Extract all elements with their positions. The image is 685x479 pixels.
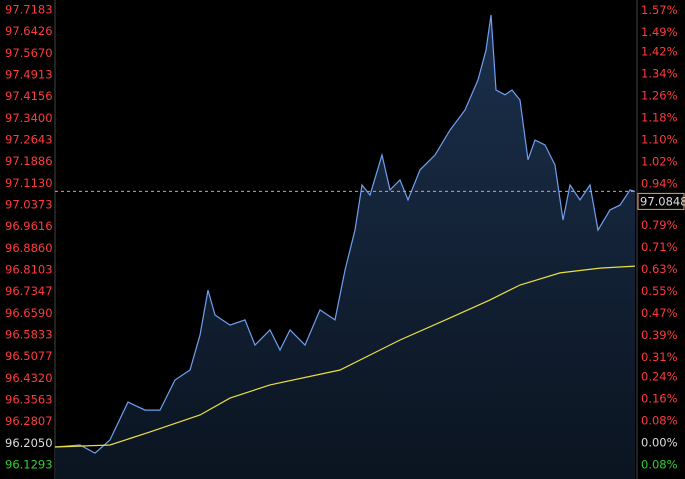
y-tick-label: 96.2807 bbox=[5, 414, 53, 428]
average-line bbox=[54, 265, 636, 448]
y-tick-label: 97.5670 bbox=[5, 46, 53, 60]
y-tick-label: 96.5077 bbox=[5, 349, 53, 363]
y-tick-label: 96.7347 bbox=[5, 284, 53, 298]
last-price-box bbox=[637, 192, 685, 210]
y2-tick-label: 0.94% bbox=[641, 177, 678, 191]
y2-tick-label: 1.26% bbox=[641, 88, 678, 102]
last-price-label: 97.0848 bbox=[640, 194, 685, 208]
y-tick-label: 97.2643 bbox=[5, 132, 53, 146]
y2-tick-label: 0.08% bbox=[641, 414, 678, 428]
y2-tick-label: 1.02% bbox=[641, 155, 678, 169]
y-tick-label: 97.1130 bbox=[5, 176, 53, 190]
y2-tick-label: 1.42% bbox=[641, 44, 678, 58]
y2-tick-label: 0.31% bbox=[641, 350, 678, 364]
y2-tick-label: 0.79% bbox=[641, 218, 678, 232]
y2-tick-label: 0.55% bbox=[641, 284, 678, 298]
y-tick-label: 97.6426 bbox=[5, 24, 53, 38]
y2-tick-label: 0.08% bbox=[641, 458, 678, 472]
y-tick-label: 96.5833 bbox=[5, 327, 53, 341]
y-tick-label: 96.4320 bbox=[5, 371, 53, 385]
y-tick-label: 96.9616 bbox=[5, 219, 53, 233]
price-area bbox=[55, 14, 635, 479]
y2-tick-label: 0.71% bbox=[641, 240, 678, 254]
y-tick-label: 97.0373 bbox=[5, 197, 53, 211]
y2-tick-label: 0.63% bbox=[641, 262, 678, 276]
y-tick-label: 97.7183 bbox=[5, 2, 53, 16]
y2-tick-label: 1.10% bbox=[641, 133, 678, 147]
y2-tick-label: 0.39% bbox=[641, 328, 678, 342]
y-tick-label: 96.1293 bbox=[5, 457, 53, 471]
y2-tick-label: 1.34% bbox=[641, 66, 678, 80]
y2-tick-label: 0.47% bbox=[641, 306, 678, 320]
y-tick-label: 96.3563 bbox=[5, 392, 53, 406]
y-tick-label: 97.4156 bbox=[5, 89, 53, 103]
y2-tick-label: 1.57% bbox=[641, 3, 678, 17]
y2-tick-label: 0.24% bbox=[641, 369, 678, 383]
y-tick-label: 96.2050 bbox=[5, 436, 53, 450]
y2-tick-label: 1.49% bbox=[641, 25, 678, 39]
y-tick-label: 96.6590 bbox=[5, 306, 53, 320]
price-line bbox=[54, 14, 636, 454]
y-tick-label: 96.8860 bbox=[5, 241, 53, 255]
y-tick-label: 97.3400 bbox=[5, 111, 53, 125]
y-tick-label: 96.8103 bbox=[5, 262, 53, 276]
y-tick-label: 97.1886 bbox=[5, 154, 53, 168]
y-tick-label: 97.4913 bbox=[5, 67, 53, 81]
y2-tick-label: 1.18% bbox=[641, 110, 678, 124]
y2-tick-label: 0.00% bbox=[641, 436, 678, 450]
y2-tick-label: 0.16% bbox=[641, 391, 678, 405]
